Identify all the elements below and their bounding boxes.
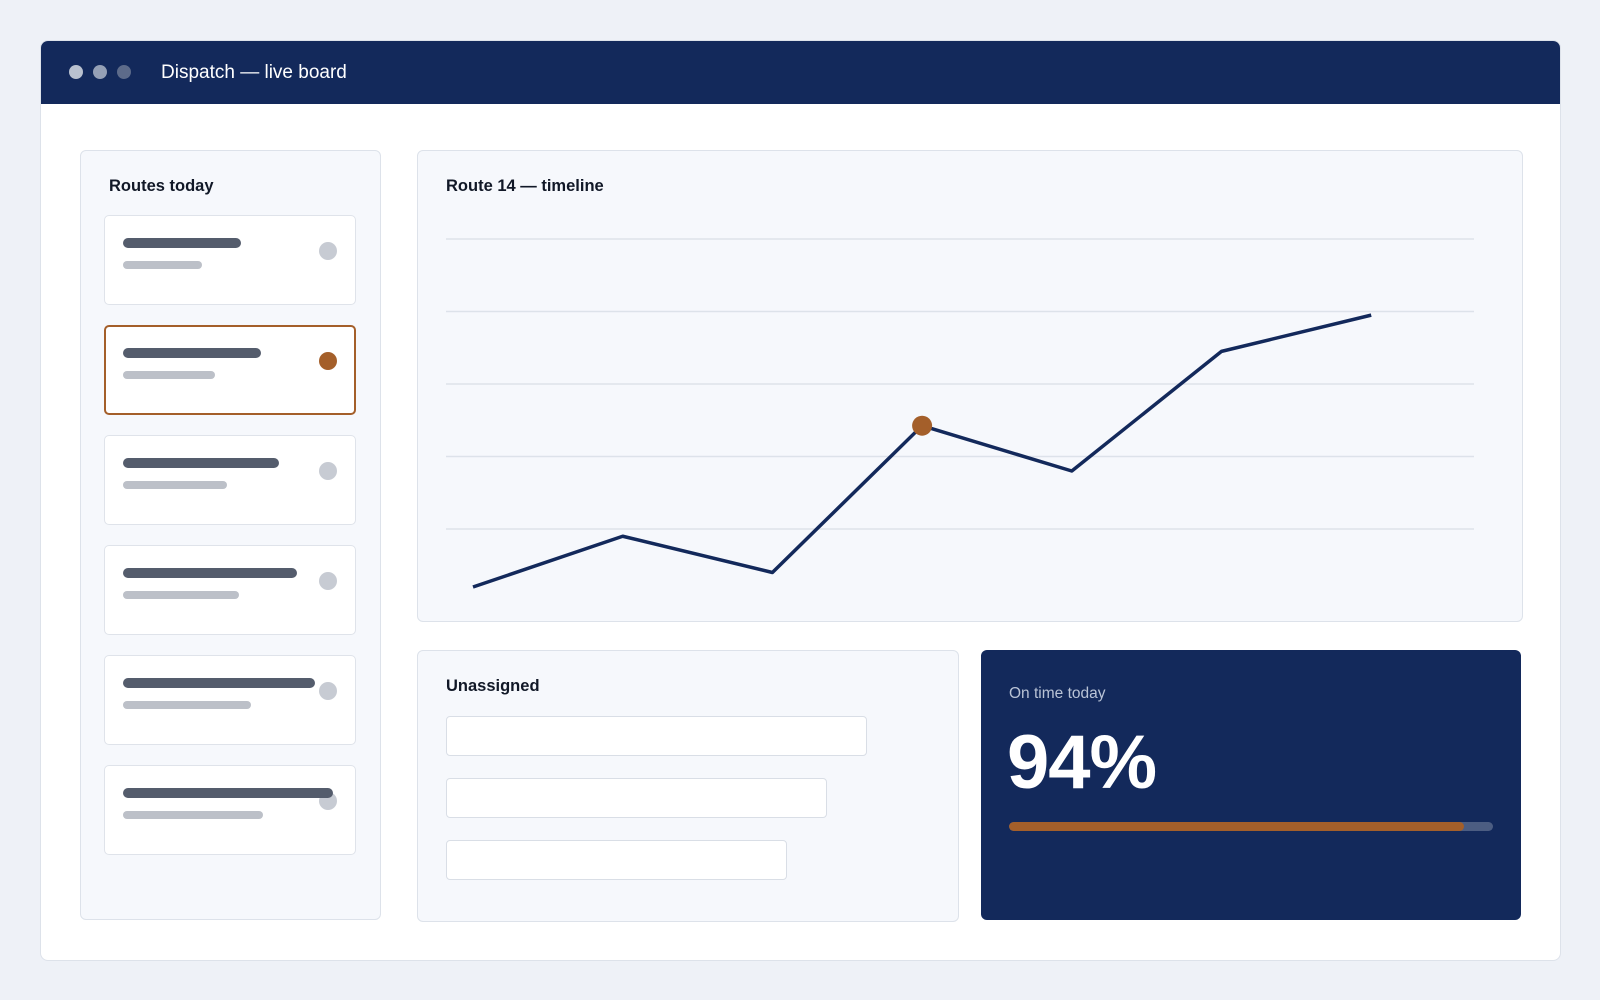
timeline-chart <box>446 238 1474 589</box>
window-title: Dispatch — live board <box>161 62 347 83</box>
unassigned-panel-title: Unassigned <box>446 677 540 695</box>
route-card-selected[interactable] <box>104 325 356 415</box>
window-maximize-button[interactable] <box>117 65 131 79</box>
route-name-placeholder <box>123 568 297 578</box>
timeline-panel-title: Route 14 — timeline <box>446 177 604 195</box>
chart-points <box>912 415 933 436</box>
route-card[interactable] <box>104 655 356 745</box>
on-time-value: 94% <box>1007 720 1157 805</box>
chart-series <box>472 313 1372 589</box>
route-card[interactable] <box>104 435 356 525</box>
route-card[interactable] <box>104 545 356 635</box>
route-name-placeholder <box>123 458 279 468</box>
on-time-progress-bar <box>1009 822 1493 831</box>
routes-panel: Routes today <box>80 150 381 920</box>
status-dot-icon <box>319 352 337 370</box>
route-name-placeholder <box>123 348 261 358</box>
route-card[interactable] <box>104 765 356 855</box>
unassigned-slot[interactable] <box>446 778 827 818</box>
window-minimize-button[interactable] <box>93 65 107 79</box>
route-card[interactable] <box>104 215 356 305</box>
route-meta-placeholder <box>123 261 202 269</box>
chart-grid <box>446 238 1474 530</box>
status-dot-icon <box>319 462 337 480</box>
window-close-button[interactable] <box>69 65 83 79</box>
status-dot-icon <box>319 682 337 700</box>
unassigned-panel: Unassigned <box>417 650 959 922</box>
unassigned-slot[interactable] <box>446 840 787 880</box>
route-meta-placeholder <box>123 811 263 819</box>
routes-panel-title: Routes today <box>109 177 214 195</box>
highlighted-point[interactable] <box>912 415 933 436</box>
unassigned-slot[interactable] <box>446 716 867 756</box>
route-name-placeholder <box>123 238 241 248</box>
route-name-placeholder <box>123 788 333 798</box>
app-window: Dispatch — live board Routes today <box>40 40 1561 961</box>
route-name-placeholder <box>123 678 315 688</box>
timeline-panel: Route 14 — timeline <box>417 150 1523 622</box>
on-time-card: On time today 94% <box>981 650 1521 920</box>
route-meta-placeholder <box>123 591 239 599</box>
route-meta-placeholder <box>123 701 251 709</box>
status-dot-icon <box>319 572 337 590</box>
title-bar: Dispatch — live board <box>41 41 1560 104</box>
on-time-progress-fill <box>1009 822 1464 831</box>
status-dot-icon <box>319 242 337 260</box>
on-time-label: On time today <box>1009 685 1106 702</box>
route-meta-placeholder <box>123 371 215 379</box>
series-line <box>472 313 1372 589</box>
route-meta-placeholder <box>123 481 227 489</box>
